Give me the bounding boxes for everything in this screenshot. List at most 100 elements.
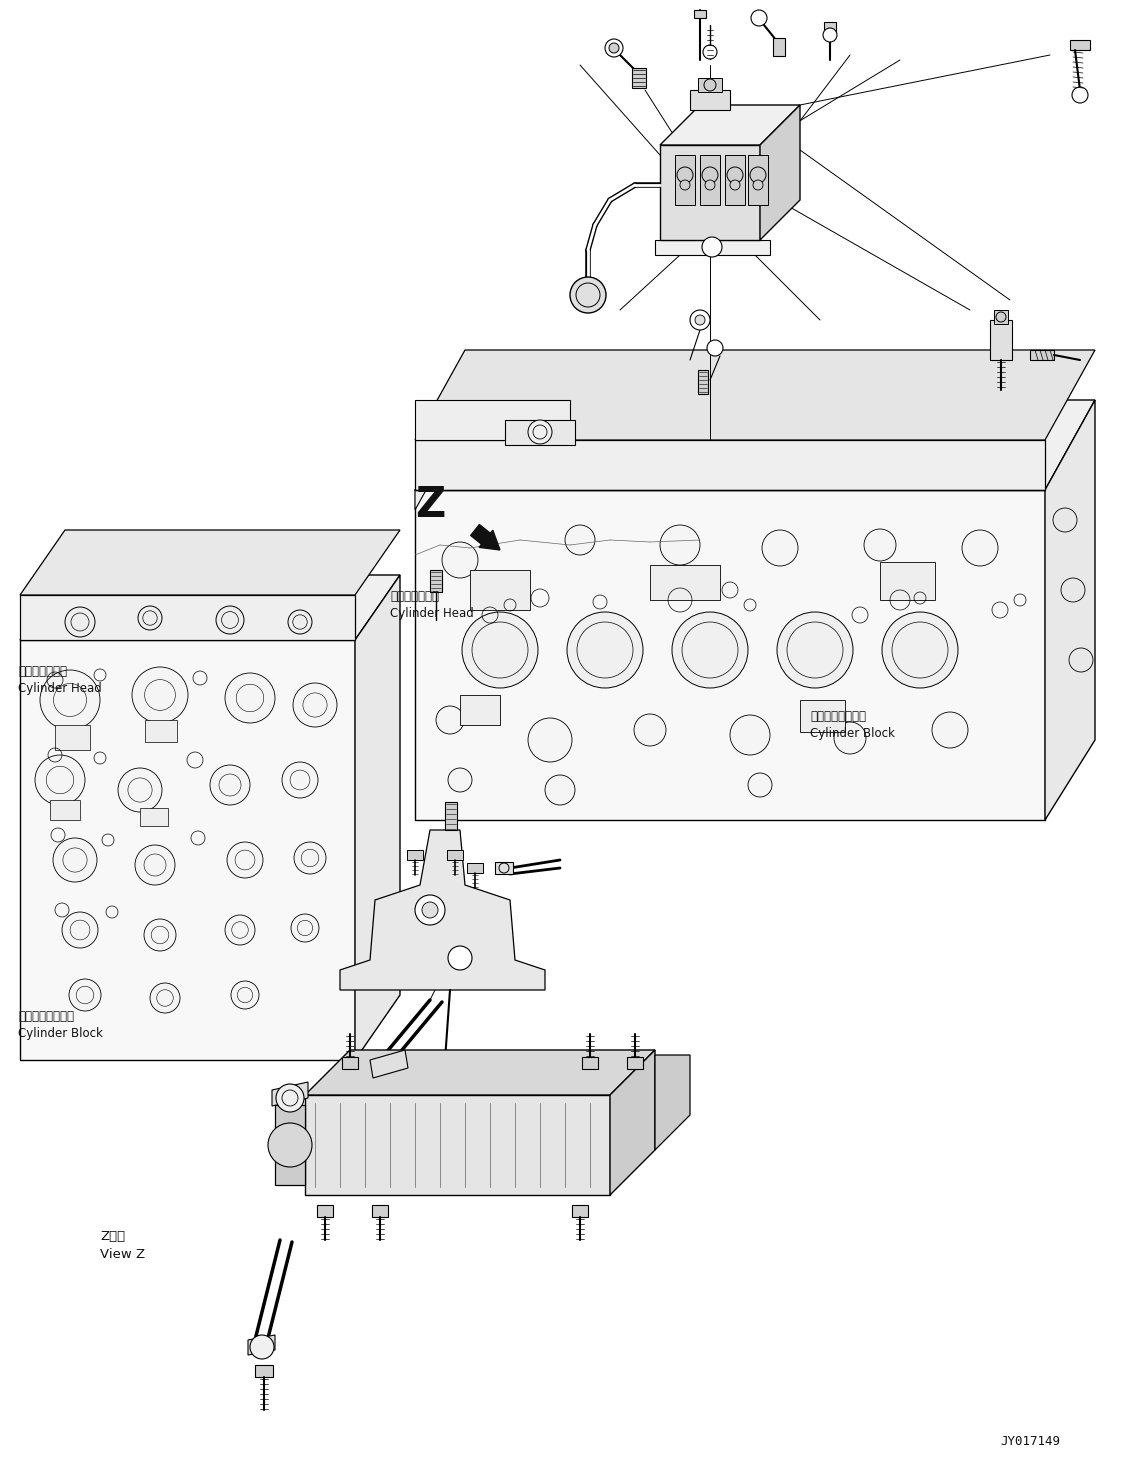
Bar <box>700 154 720 205</box>
Bar <box>698 79 722 92</box>
Bar <box>628 1056 644 1069</box>
Text: Z　視: Z 視 <box>99 1230 125 1243</box>
Bar <box>990 321 1012 360</box>
Polygon shape <box>339 830 545 989</box>
Bar <box>139 809 168 826</box>
Bar <box>50 800 80 820</box>
Circle shape <box>672 612 748 688</box>
Circle shape <box>730 715 770 755</box>
Circle shape <box>864 529 896 561</box>
Circle shape <box>448 946 472 970</box>
Polygon shape <box>660 105 800 146</box>
Circle shape <box>62 912 98 949</box>
Bar <box>725 154 745 205</box>
Circle shape <box>294 842 326 874</box>
Bar <box>445 801 457 830</box>
Polygon shape <box>415 490 1045 820</box>
Circle shape <box>730 181 740 189</box>
Circle shape <box>231 981 259 1010</box>
Circle shape <box>634 714 666 746</box>
Circle shape <box>528 420 552 444</box>
Polygon shape <box>505 420 575 444</box>
Circle shape <box>291 914 319 943</box>
Bar <box>255 1365 273 1377</box>
Bar <box>467 863 483 873</box>
Text: シリンダブロック: シリンダブロック <box>810 710 866 723</box>
Polygon shape <box>248 1335 275 1355</box>
Circle shape <box>708 339 724 356</box>
Circle shape <box>702 237 722 256</box>
Text: シリンダヘッド: シリンダヘッド <box>18 664 67 678</box>
Text: Cylinder Block: Cylinder Block <box>18 1027 103 1040</box>
Circle shape <box>69 979 101 1011</box>
Circle shape <box>448 768 472 793</box>
Polygon shape <box>370 1050 408 1078</box>
Text: Z: Z <box>415 484 445 526</box>
Text: View Z: View Z <box>99 1249 145 1260</box>
Polygon shape <box>355 576 400 1061</box>
Polygon shape <box>19 530 400 594</box>
Circle shape <box>267 1123 312 1167</box>
Circle shape <box>567 612 644 688</box>
Bar <box>430 570 442 592</box>
Circle shape <box>415 895 445 925</box>
Circle shape <box>1069 648 1093 672</box>
Circle shape <box>753 181 764 189</box>
Circle shape <box>704 79 716 90</box>
Bar <box>495 863 513 874</box>
Polygon shape <box>1045 401 1095 820</box>
Circle shape <box>118 768 162 812</box>
Circle shape <box>565 525 596 555</box>
Circle shape <box>1061 578 1085 602</box>
Circle shape <box>293 683 337 727</box>
Circle shape <box>748 774 772 797</box>
Circle shape <box>1053 508 1077 532</box>
Bar <box>55 726 90 750</box>
Circle shape <box>216 606 243 634</box>
Polygon shape <box>610 1050 655 1195</box>
Circle shape <box>882 612 958 688</box>
Bar <box>447 849 463 860</box>
Circle shape <box>435 707 464 734</box>
Circle shape <box>695 315 705 325</box>
Polygon shape <box>19 594 355 640</box>
Bar <box>317 1205 333 1217</box>
Circle shape <box>131 667 187 723</box>
Circle shape <box>609 44 620 52</box>
Circle shape <box>210 765 250 806</box>
Bar <box>690 90 730 109</box>
Circle shape <box>932 712 968 747</box>
Polygon shape <box>19 640 355 1061</box>
Circle shape <box>660 525 700 565</box>
Circle shape <box>762 530 798 565</box>
Text: Cylinder Head: Cylinder Head <box>390 608 473 621</box>
Bar <box>371 1205 387 1217</box>
Polygon shape <box>415 401 465 510</box>
Circle shape <box>150 983 179 1013</box>
Bar <box>698 370 708 393</box>
Bar <box>572 1205 588 1217</box>
Circle shape <box>777 612 853 688</box>
Bar <box>650 565 720 600</box>
Circle shape <box>282 762 318 798</box>
Circle shape <box>225 915 255 946</box>
Circle shape <box>250 1335 274 1359</box>
Circle shape <box>680 181 690 189</box>
Circle shape <box>751 10 767 26</box>
Circle shape <box>528 718 572 762</box>
Text: シリンダブロック: シリンダブロック <box>18 1010 74 1023</box>
Bar <box>694 10 706 17</box>
Circle shape <box>462 612 538 688</box>
Bar <box>342 1056 358 1069</box>
Circle shape <box>35 755 85 806</box>
Text: シリンダヘッド: シリンダヘッド <box>390 590 439 603</box>
Circle shape <box>605 39 623 57</box>
Circle shape <box>40 670 99 730</box>
Text: Cylinder Head: Cylinder Head <box>18 682 102 695</box>
Circle shape <box>1072 87 1088 103</box>
Bar <box>1030 350 1054 360</box>
Circle shape <box>834 723 866 755</box>
Polygon shape <box>415 350 1095 440</box>
Polygon shape <box>275 1104 305 1185</box>
Circle shape <box>705 181 716 189</box>
